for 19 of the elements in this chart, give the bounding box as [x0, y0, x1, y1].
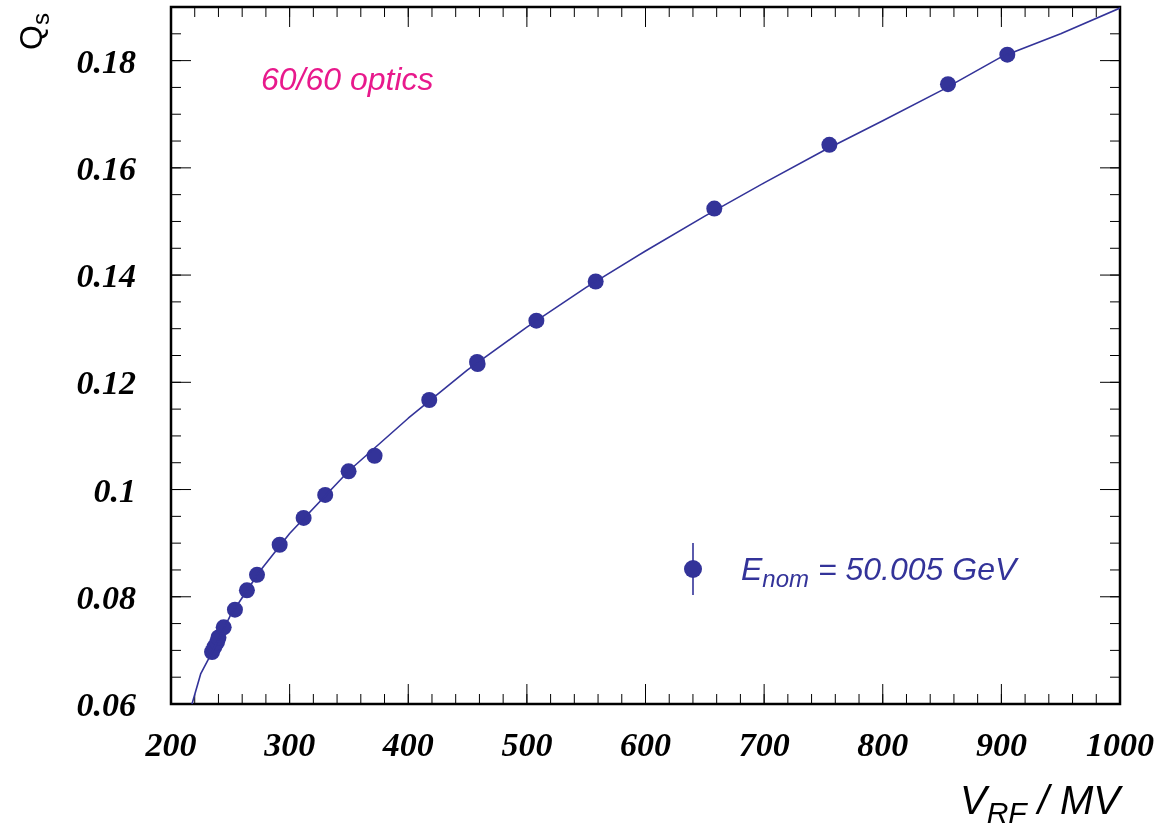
- x-axis-title: V$_{RF}$ / MV: [959, 778, 1124, 829]
- x-tick-label: 700: [738, 726, 790, 763]
- x-tick-label: 200: [144, 726, 197, 763]
- annotation: 60/60 optics: [261, 61, 434, 97]
- x-tick-label: 500: [501, 726, 553, 763]
- y-tick-label: 0.16: [76, 149, 136, 187]
- y-tick-label: 0.14: [76, 257, 136, 295]
- x-tick-label: 600: [620, 726, 671, 763]
- y-tick-label: 0.1: [93, 471, 136, 509]
- x-tick-label: 900: [975, 726, 1027, 763]
- y-tick-label: 0.18: [76, 42, 136, 80]
- x-tick-label: 1000: [1086, 726, 1154, 763]
- x-tick-label: 800: [857, 726, 909, 763]
- y-tick-label: 0.08: [76, 578, 136, 616]
- legend-label: E$_{nom}$ = 50.005 GeV: [741, 551, 1019, 593]
- y-tick-label: 0.12: [76, 364, 136, 402]
- x-tick-label: 300: [263, 726, 316, 763]
- y-tick-label: 0.06: [76, 686, 136, 723]
- x-tick-label: 400: [381, 726, 434, 763]
